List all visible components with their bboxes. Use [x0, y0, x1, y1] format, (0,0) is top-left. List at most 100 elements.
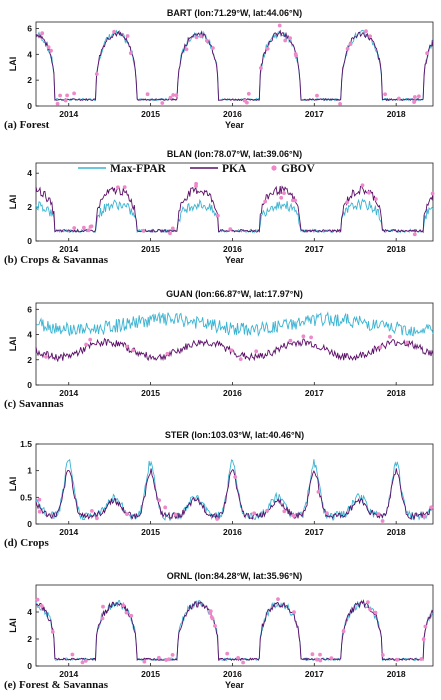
- legend-label: Max-FPAR: [110, 163, 167, 175]
- gbov-point: [368, 607, 372, 612]
- gbov-point: [50, 630, 55, 634]
- x-tick-label: 2016: [223, 109, 242, 119]
- gbov-point: [412, 100, 416, 104]
- gbov-point: [366, 600, 370, 605]
- gbov-point: [145, 92, 150, 97]
- gbov-point: [131, 348, 136, 353]
- gbov-point: [194, 181, 199, 186]
- gbov-point: [233, 475, 238, 479]
- gbov-point: [345, 46, 350, 51]
- gbov-point: [129, 613, 134, 618]
- gbov-point: [282, 509, 287, 514]
- gbov-point: [378, 345, 383, 350]
- x-tick-label: 2016: [223, 388, 242, 398]
- gbov-point: [395, 657, 400, 662]
- gbov-point: [211, 46, 215, 50]
- gbov-point: [263, 199, 268, 204]
- gbov-point: [101, 604, 105, 609]
- plot-frame: [35, 584, 434, 667]
- gbov-point: [291, 198, 295, 203]
- y-tick-label: 6: [27, 304, 32, 314]
- gbov-point: [423, 624, 428, 629]
- x-tick-label: 2015: [141, 244, 160, 254]
- gbov-point: [242, 98, 247, 103]
- gbov-point: [128, 51, 133, 55]
- gbov-point: [121, 603, 126, 608]
- gbov-point: [168, 95, 173, 100]
- y-tick-label: 2: [27, 634, 32, 644]
- y-tick-label: 6: [27, 23, 32, 33]
- gbov-point: [368, 34, 372, 39]
- gbov-point: [277, 23, 282, 28]
- gbov-point: [421, 637, 426, 642]
- gbov-point: [171, 93, 176, 97]
- x-tick-label: 2017: [305, 388, 324, 398]
- y-tick-label: 4: [27, 607, 32, 617]
- panel-label: (c) Savannas: [4, 398, 64, 410]
- y-tick-label: 0: [27, 380, 32, 390]
- gbov-point: [425, 51, 429, 56]
- gbov-point: [360, 183, 365, 188]
- gbov-point: [58, 93, 62, 98]
- plot-frame: [35, 443, 434, 525]
- gbov-point: [86, 228, 91, 233]
- gbov-point: [419, 657, 424, 661]
- x-tick-label: 2015: [141, 388, 160, 398]
- x-tick-label: 2017: [305, 244, 324, 254]
- y-tick-label: 1: [27, 466, 32, 476]
- chart-title: STER (lon:103.03°W, lat:40.46°N): [165, 430, 304, 440]
- series-max-fpar-line: [35, 458, 434, 522]
- gbov-point: [165, 351, 170, 356]
- gbov-point: [142, 659, 147, 664]
- x-axis-label: Year: [225, 680, 245, 690]
- gbov-point: [205, 38, 209, 43]
- gbov-point: [55, 101, 60, 106]
- gbov-point: [215, 517, 220, 521]
- x-axis-label: Year: [225, 120, 245, 130]
- gbov-point: [405, 340, 410, 345]
- gbov-point: [364, 29, 368, 34]
- gbov-point: [316, 490, 321, 494]
- gbov-point: [37, 509, 42, 514]
- x-tick-label: 2016: [223, 527, 242, 537]
- x-tick-label: 2017: [305, 669, 324, 679]
- gbov-point: [90, 509, 94, 513]
- gbov-point: [422, 514, 427, 519]
- gbov-point: [383, 92, 387, 97]
- gbov-point: [374, 197, 378, 201]
- x-tick-label: 2016: [223, 669, 242, 679]
- x-tick-label: 2014: [59, 244, 78, 254]
- chart-title: BART (lon:71.29°W, lat:44.06°N): [167, 8, 302, 18]
- series-pka-line: [35, 29, 434, 102]
- gbov-point: [174, 93, 179, 98]
- y-tick-label: 0: [27, 236, 32, 246]
- gbov-point: [318, 658, 323, 663]
- gbov-point: [122, 185, 127, 190]
- y-tick-label: 0.5: [20, 492, 32, 502]
- panel-label: (d) Crops: [4, 537, 49, 549]
- gbov-point: [199, 34, 203, 39]
- legend-swatch: [271, 165, 277, 171]
- gbov-point: [265, 508, 269, 513]
- x-tick-label: 2014: [59, 109, 78, 119]
- x-tick-label: 2015: [141, 669, 160, 679]
- panel-label: (b) Crops & Savannas: [4, 254, 109, 266]
- gbov-point: [429, 505, 434, 510]
- gbov-point: [83, 659, 88, 663]
- gbov-point: [213, 624, 217, 628]
- x-tick-label: 2014: [59, 669, 78, 679]
- y-axis-label: LAI: [8, 57, 18, 72]
- gbov-point: [44, 354, 48, 359]
- gbov-point: [228, 227, 233, 232]
- series-pka-line: [35, 185, 434, 234]
- gbov-point: [292, 610, 296, 615]
- gbov-point: [209, 615, 214, 619]
- gbov-point: [329, 656, 334, 660]
- gbov-point: [241, 660, 246, 665]
- y-tick-label: 1.5: [20, 439, 32, 449]
- gbov-point: [40, 604, 44, 608]
- y-tick-label: 2: [27, 355, 32, 365]
- chart-panel-5: ORNL (lon:84.28°W, lat:35.96°N) 0 2 4 2014 20…: [4, 571, 434, 691]
- x-tick-label: 2018: [387, 388, 406, 398]
